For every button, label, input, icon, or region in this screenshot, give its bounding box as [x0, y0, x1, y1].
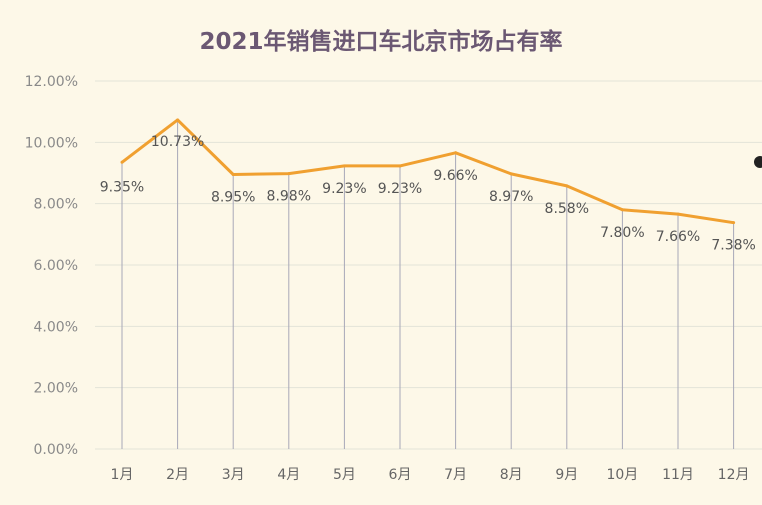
x-tick-label: 9月 [555, 467, 578, 483]
data-label: 10.73% [151, 134, 204, 150]
data-label: 9.35% [100, 179, 144, 195]
x-tick-label: 6月 [389, 467, 412, 483]
x-tick-label: 7月 [444, 467, 467, 483]
data-point [620, 208, 624, 212]
y-tick-label: 12.00% [25, 74, 78, 90]
x-tick-label: 3月 [222, 467, 245, 483]
y-tick-label: 10.00% [25, 135, 78, 151]
data-point [676, 212, 680, 216]
data-point [120, 160, 124, 164]
data-label: 9.23% [378, 181, 422, 197]
data-point [287, 172, 291, 176]
data-label: 9.23% [322, 181, 366, 197]
data-label: 8.58% [545, 201, 589, 217]
x-tick-label: 4月 [277, 467, 300, 483]
y-tick-label: 2.00% [34, 381, 78, 397]
x-tick-label: 8月 [500, 467, 523, 483]
x-tick-label: 1月 [111, 467, 134, 483]
x-tick-label: 10月 [606, 467, 638, 483]
x-tick-label: 11月 [662, 467, 694, 483]
data-label: 8.98% [267, 189, 311, 205]
data-point [509, 172, 513, 176]
data-point [398, 164, 402, 168]
data-label: 8.97% [489, 189, 533, 205]
data-label: 8.95% [211, 190, 255, 206]
data-point [342, 164, 346, 168]
y-tick-label: 6.00% [34, 258, 78, 274]
x-tick-label: 2月 [166, 467, 189, 483]
data-point [176, 118, 180, 122]
x-tick-label: 12月 [718, 467, 750, 483]
y-tick-label: 0.00% [34, 442, 78, 458]
x-tick-label: 5月 [333, 467, 356, 483]
data-label: 9.66% [433, 168, 477, 184]
data-point [454, 151, 458, 155]
data-label: 7.66% [656, 229, 700, 245]
data-point [732, 221, 736, 225]
data-label: 7.38% [711, 238, 755, 254]
y-tick-label: 4.00% [34, 319, 78, 335]
chart-title: 2021年销售进口车北京市场占有率 [199, 29, 563, 55]
series-line [121, 118, 734, 225]
data-point [565, 184, 569, 188]
y-tick-label: 8.00% [34, 197, 78, 213]
data-label: 7.80% [600, 225, 644, 241]
data-point [231, 173, 235, 177]
